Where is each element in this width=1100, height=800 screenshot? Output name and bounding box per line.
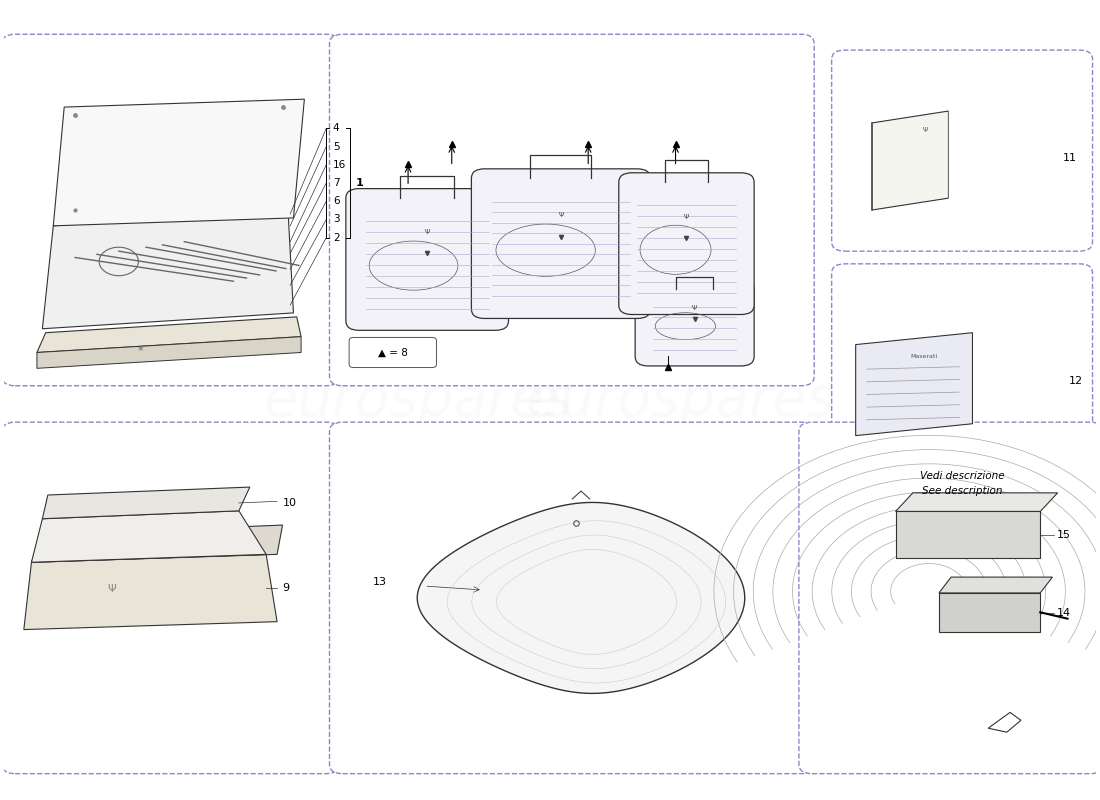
Text: 12: 12 [1068,376,1082,386]
Polygon shape [988,712,1021,732]
Polygon shape [856,333,972,436]
Text: 1: 1 [355,178,363,188]
Text: Ψ: Ψ [108,583,117,594]
Text: 2: 2 [333,233,340,242]
FancyBboxPatch shape [619,173,755,314]
Text: 4: 4 [333,123,340,134]
Text: 5: 5 [333,142,340,152]
Polygon shape [32,511,266,562]
Polygon shape [37,317,301,353]
Text: eurospares: eurospares [526,374,836,426]
Text: eurospares: eurospares [264,374,574,426]
Text: 15: 15 [1057,530,1071,540]
Polygon shape [43,210,294,329]
Text: 6: 6 [333,196,340,206]
Text: Ψ: Ψ [558,212,563,218]
Polygon shape [939,577,1053,593]
FancyBboxPatch shape [472,169,650,318]
FancyBboxPatch shape [345,189,508,330]
Polygon shape [53,99,305,226]
FancyBboxPatch shape [2,34,339,386]
Polygon shape [417,502,745,694]
Text: ▲ = 8: ▲ = 8 [378,347,408,358]
Text: Vedi descrizione: Vedi descrizione [920,471,1004,482]
Text: 9: 9 [283,583,289,594]
Text: 14: 14 [1057,608,1071,618]
FancyBboxPatch shape [635,280,755,366]
Polygon shape [43,487,250,518]
Text: Ψ: Ψ [684,214,689,220]
Text: See description: See description [922,486,1002,495]
Text: Ψ: Ψ [425,230,430,235]
FancyBboxPatch shape [832,50,1092,251]
Text: 3: 3 [333,214,340,225]
Text: 11: 11 [1063,153,1077,162]
Text: Maserati: Maserati [910,354,937,359]
Polygon shape [895,511,1041,558]
Polygon shape [24,554,277,630]
FancyBboxPatch shape [330,422,814,774]
Text: 10: 10 [283,498,297,508]
Text: 13: 13 [373,577,387,587]
FancyBboxPatch shape [330,34,814,386]
Polygon shape [37,337,301,368]
Text: 16: 16 [333,160,346,170]
Polygon shape [872,111,948,210]
Text: Ψ: Ψ [692,305,697,311]
FancyBboxPatch shape [832,264,1092,465]
Polygon shape [895,493,1057,511]
Polygon shape [939,593,1041,633]
FancyBboxPatch shape [349,338,437,367]
FancyBboxPatch shape [2,422,339,774]
FancyBboxPatch shape [799,422,1100,774]
Polygon shape [32,525,283,562]
Text: ★: ★ [136,344,144,353]
Text: Ψ: Ψ [922,126,927,133]
Text: 7: 7 [333,178,340,188]
